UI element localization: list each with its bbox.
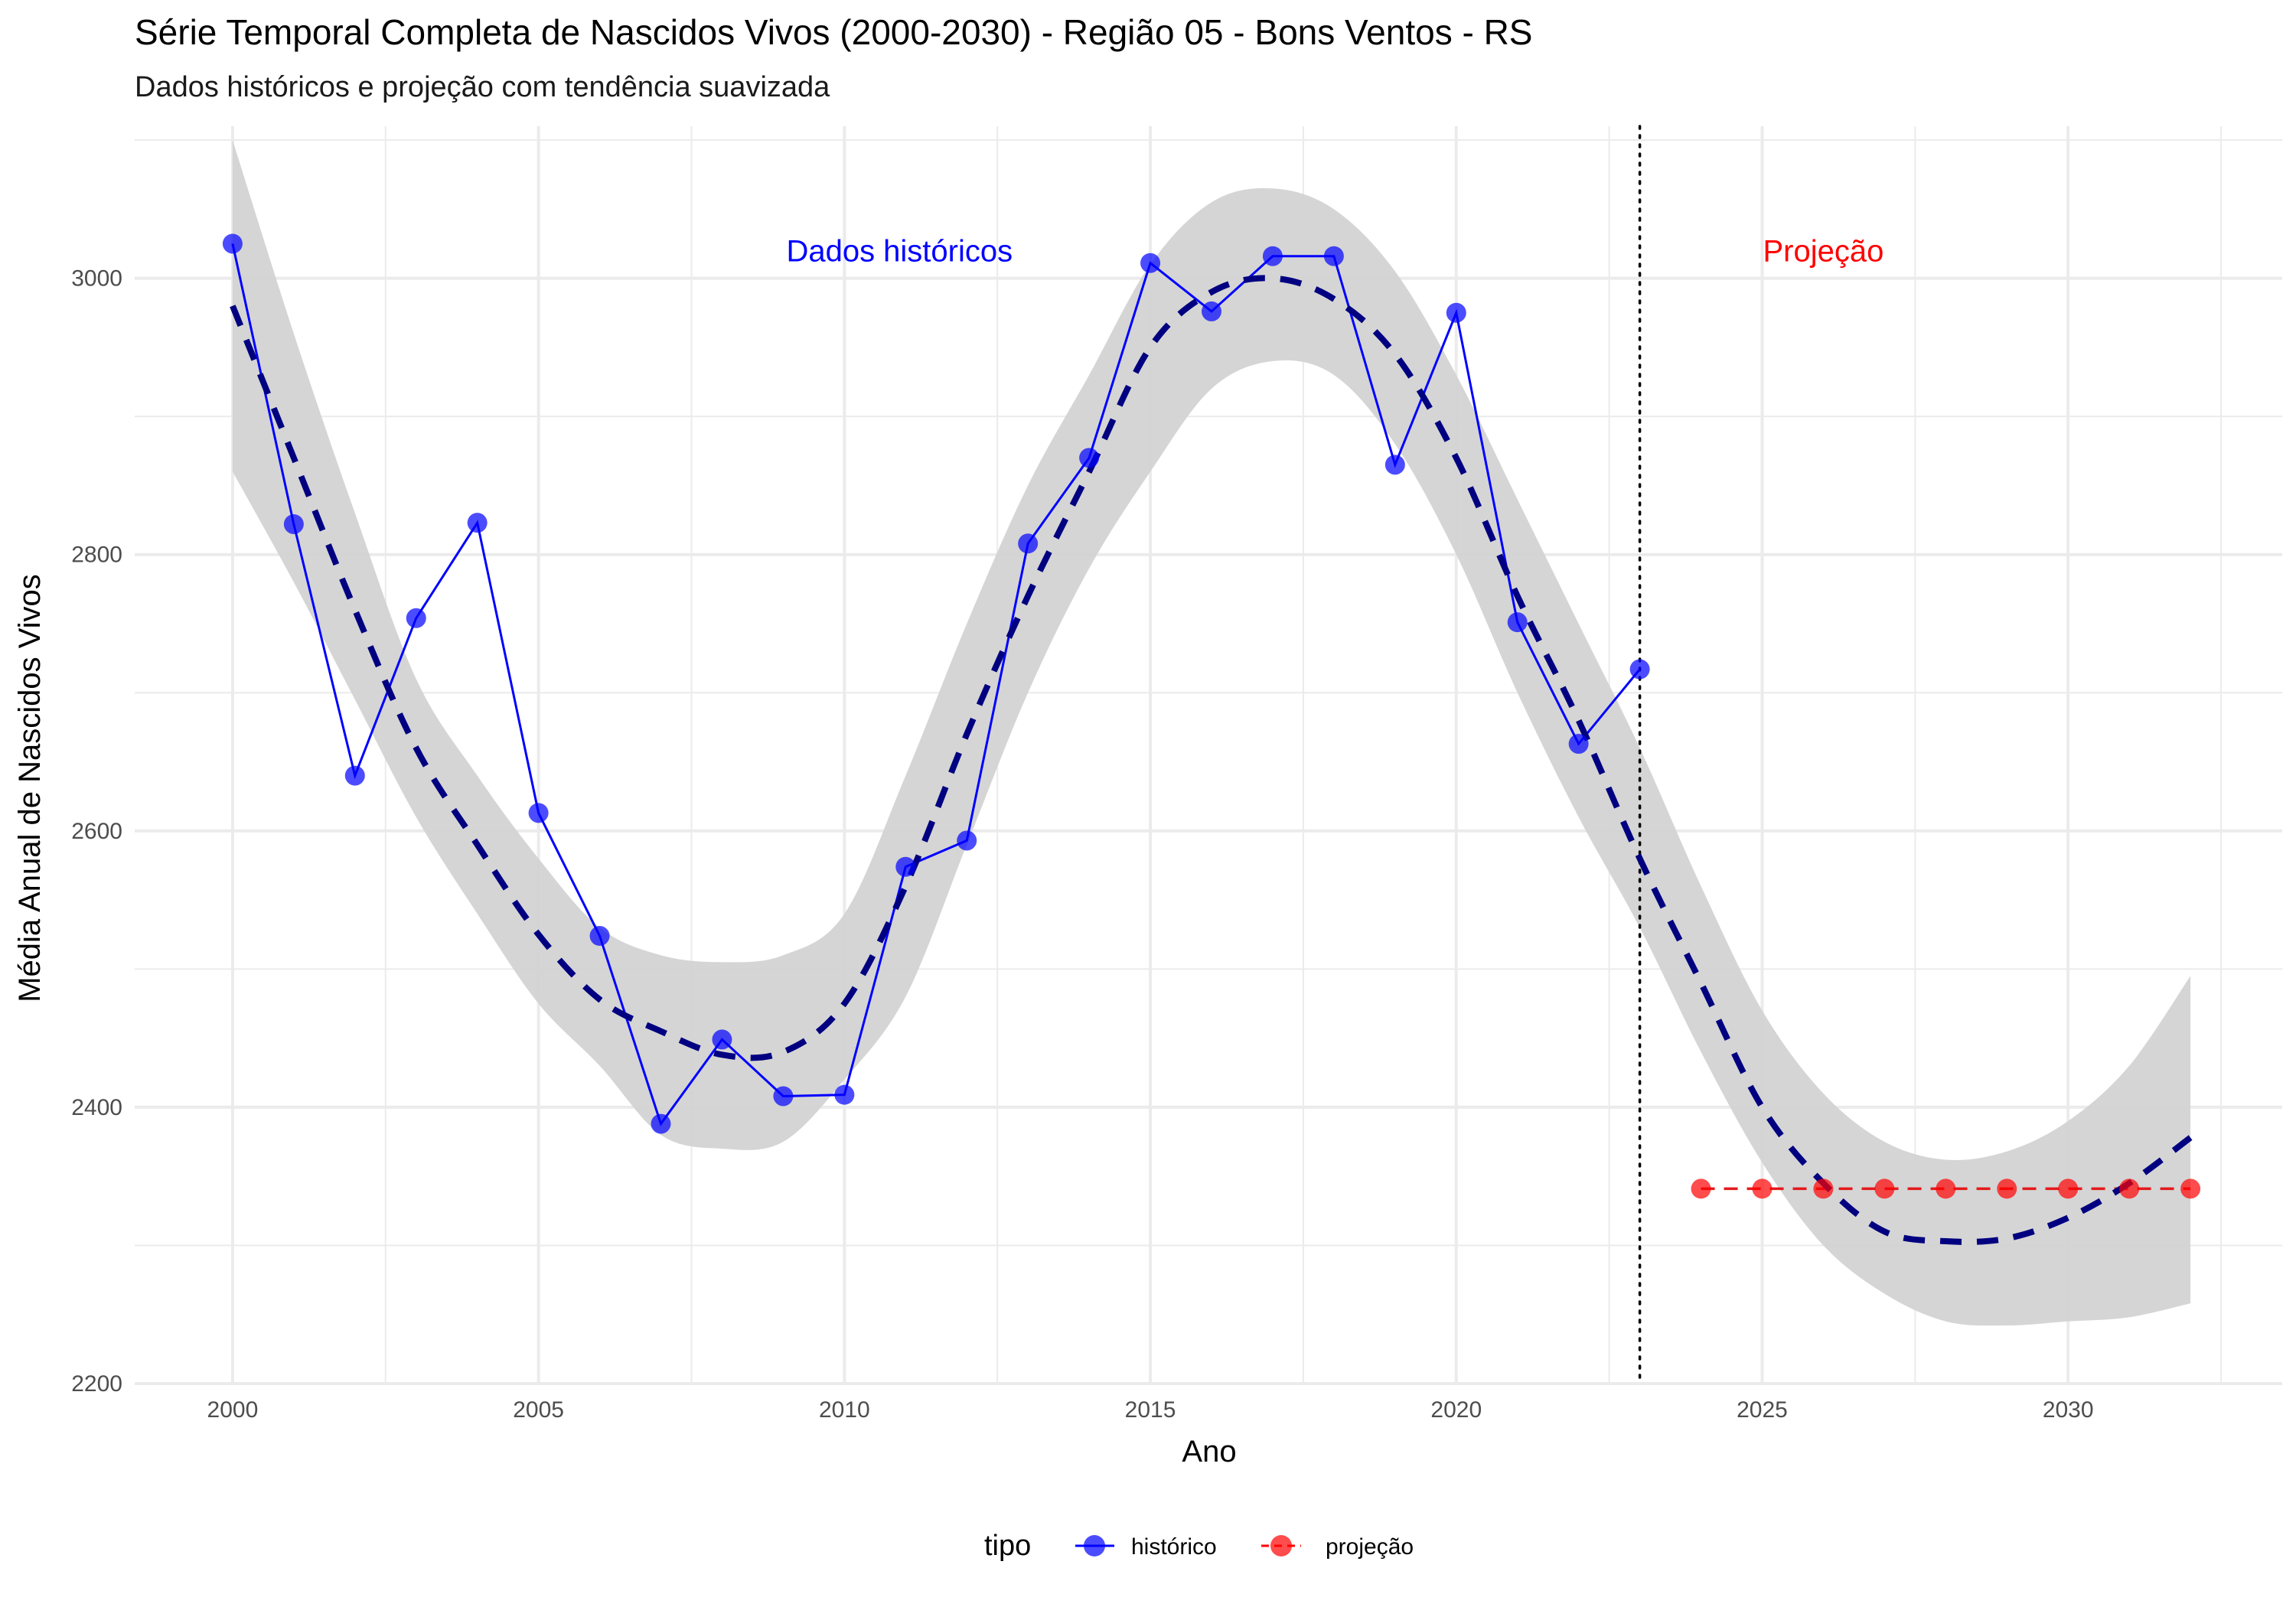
point-projecao — [1752, 1178, 1773, 1199]
point-historico — [283, 513, 304, 534]
point-projecao — [1997, 1178, 2017, 1199]
point-historico — [712, 1029, 732, 1050]
y-axis-title: Média Anual de Nascidos Vivos — [13, 574, 47, 1002]
trend-layer — [230, 275, 2193, 1245]
x-tick-label: 2000 — [207, 1397, 259, 1423]
x-axis-ticks: 2000 2005 2010 2015 2020 2025 2030 — [207, 1397, 2094, 1423]
point-historico — [1629, 659, 1650, 680]
y-tick-label: 3000 — [71, 266, 122, 292]
legend-label-projecao: projeção — [1326, 1534, 1414, 1560]
y-axis-ticks: 2200 2400 2600 2800 3000 — [71, 266, 122, 1397]
y-tick-label: 2200 — [71, 1371, 122, 1397]
y-tick-label: 2600 — [71, 819, 122, 844]
confidence-band — [232, 140, 2191, 1326]
point-historico — [1140, 253, 1161, 273]
x-tick-label: 2005 — [513, 1397, 564, 1423]
points-layer — [222, 233, 2201, 1199]
annotation-layer: Dados históricos Projeção — [786, 234, 1883, 268]
point-projecao — [1813, 1178, 1834, 1199]
point-projecao — [2180, 1178, 2201, 1199]
legend-item-historico: histórico — [1075, 1534, 1217, 1560]
x-axis-title: Ano — [1182, 1435, 1236, 1468]
x-tick-label: 2015 — [1125, 1397, 1176, 1423]
point-historico — [344, 765, 365, 786]
trend-line — [230, 275, 2193, 1245]
chart-title: Série Temporal Completa de Nascidos Vivo… — [135, 12, 1532, 52]
x-tick-label: 2025 — [1737, 1397, 1788, 1423]
annotation-label: Projeção — [1763, 234, 1883, 268]
point-historico — [895, 856, 916, 877]
point-historico — [222, 233, 243, 254]
point-projecao — [1691, 1178, 1711, 1199]
x-tick-label: 2020 — [1430, 1397, 1482, 1423]
point-projecao — [2119, 1178, 2140, 1199]
point-historico — [1446, 302, 1466, 323]
point-historico — [1568, 734, 1589, 755]
legend: tipo histórico projeção — [984, 1530, 1414, 1562]
point-historico — [528, 803, 549, 823]
x-tick-label: 2030 — [2043, 1397, 2094, 1423]
point-historico — [1201, 301, 1221, 321]
point-projecao — [1936, 1178, 1956, 1199]
y-tick-label: 2800 — [71, 543, 122, 568]
point-historico — [1079, 448, 1100, 468]
legend-point-projecao — [1270, 1535, 1292, 1556]
x-tick-label: 2010 — [819, 1397, 870, 1423]
point-historico — [834, 1084, 855, 1105]
confidence-band-layer — [232, 140, 2191, 1326]
point-historico — [1323, 246, 1344, 266]
point-historico — [651, 1113, 671, 1134]
legend-title: tipo — [984, 1530, 1031, 1562]
legend-point-historico — [1084, 1535, 1105, 1556]
point-historico — [467, 513, 488, 533]
point-historico — [1018, 533, 1039, 554]
point-projecao — [2058, 1178, 2079, 1199]
series-layer — [231, 243, 2191, 1191]
point-historico — [1507, 612, 1528, 633]
point-historico — [1262, 246, 1283, 266]
point-historico — [589, 926, 610, 947]
point-historico — [1384, 455, 1405, 475]
point-historico — [773, 1086, 794, 1107]
y-tick-label: 2400 — [71, 1095, 122, 1120]
legend-item-projecao: projeção — [1261, 1534, 1414, 1560]
annotation-label: Dados históricos — [786, 234, 1013, 268]
point-projecao — [1874, 1178, 1895, 1199]
series-line-historico — [231, 243, 1641, 1126]
point-historico — [406, 608, 426, 628]
point-historico — [957, 830, 977, 851]
grid-layer — [135, 126, 2282, 1385]
chart-subtitle: Dados históricos e projeção com tendênci… — [135, 71, 830, 103]
legend-label-historico: histórico — [1131, 1534, 1217, 1560]
